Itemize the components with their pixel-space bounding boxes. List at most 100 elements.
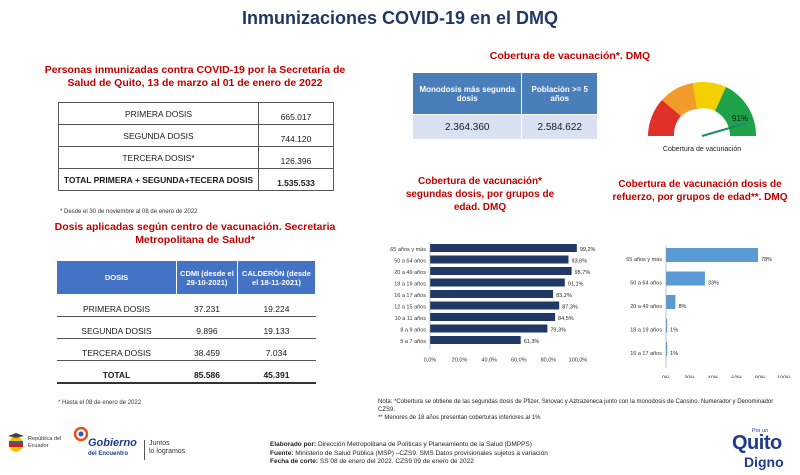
data-label: 84,5%: [558, 316, 574, 322]
category-label: 5 a 7 años: [400, 339, 426, 345]
logo-divider: [144, 440, 145, 460]
table-row: PRIMERA DOSIS 665.017: [58, 102, 334, 125]
data-label: 8%: [678, 304, 686, 310]
quito-small: Por un: [752, 428, 769, 434]
juntos-line2: lo logramos: [149, 448, 186, 455]
footnote-line2: ** Menores de 18 años presentan cobertur…: [378, 415, 541, 421]
data-label: 93,6%: [572, 259, 588, 265]
table-row: SEGUNDA DOSIS 744.120: [58, 124, 334, 147]
table-header: Monodosis más segunda dosis Población >=…: [411, 72, 598, 115]
col-header: Población >= 5 años: [521, 72, 598, 115]
gauge-needle: [701, 122, 747, 137]
row-value: 126.396: [258, 146, 334, 169]
cell: PRIMERA DOSIS: [56, 294, 177, 317]
table-row-total: TOTAL PRIMERA + SEGUNDA+TECERA DOSIS 1.53…: [58, 168, 334, 191]
data-label: 95,7%: [575, 270, 591, 276]
category-label: 18 a 19 años: [394, 282, 426, 288]
coverage-gauge: 91%: [648, 82, 757, 137]
row-value: 1.535.533: [258, 168, 334, 191]
bar: [666, 271, 705, 286]
quito-logo: Por un Quito Digno: [722, 428, 798, 472]
cell: 7.034: [237, 338, 316, 361]
row-label: SEGUNDA DOSIS: [58, 124, 259, 147]
col-header: DOSIS: [56, 260, 177, 295]
category-label: 8 a 9 años: [400, 328, 426, 334]
category-label: 12 a 15 años: [394, 305, 426, 311]
gauge-value: 91%: [732, 114, 748, 123]
left1-note: * Desde el 30 de noviembre al 08 de ener…: [60, 209, 198, 215]
col-header: CDMI (desde el 29-10-2021): [176, 260, 238, 295]
cell: TERCERA DOSIS: [56, 338, 177, 361]
ecuador-text: República del Ecuador: [28, 436, 62, 449]
chart1-title: Cobertura de vacunación* segundas dosis,…: [405, 176, 555, 213]
left2-heading: Dosis aplicadas según centro de vacunaci…: [54, 221, 336, 246]
data-label: 79,3%: [550, 328, 566, 334]
category-label: 18 a 19 años: [630, 328, 662, 334]
row-value: 665.017: [258, 102, 334, 125]
coverage-table: Monodosis más segunda dosis Población >=…: [411, 72, 598, 140]
juntos-line1: Juntos: [149, 440, 170, 447]
data-label: 78%: [761, 257, 772, 263]
data-label: 33%: [708, 281, 719, 287]
bar: [666, 342, 668, 356]
gobierno-sub: del Encuentro: [88, 451, 129, 457]
x-tick-label: 0%: [662, 376, 670, 379]
quito-big: Quito: [732, 432, 782, 454]
category-label: 65 años y más: [626, 257, 662, 263]
cell: TOTAL: [56, 360, 177, 384]
chart-booster: 65 años y más 78% 50 a 64 años 33% 20 a 49 a…: [626, 246, 791, 379]
cell: 19.224: [237, 294, 316, 317]
credit-value: Dirección Metropolitana de Políticas y P…: [318, 441, 532, 448]
footnote: Nota: *Cobertura se obtiene de las segun…: [378, 398, 778, 422]
category-label: 65 años y más: [390, 247, 426, 253]
gauge-segment-yellow: [693, 82, 726, 111]
cell: 9.896: [176, 316, 238, 339]
bar: [666, 248, 758, 262]
left1-heading: Personas inmunizadas contra COVID-19 por…: [44, 64, 346, 89]
quito-sub: Digno: [744, 454, 784, 470]
bar: [666, 295, 676, 309]
table-row: TERCERA DOSIS* 126.396: [58, 146, 334, 169]
chart-second-dose: 65 años y más 99,2% 50 a 64 años 93,6% 20 a …: [390, 242, 596, 364]
x-tick-label: 60%: [731, 376, 742, 379]
category-label: 10 a 11 años: [395, 316, 427, 322]
cell: SEGUNDA DOSIS: [56, 316, 177, 339]
col-header: Monodosis más segunda dosis: [411, 72, 523, 115]
cell: 45.391: [237, 360, 316, 384]
data-label: 61,3%: [524, 339, 540, 345]
row-label: PRIMERA DOSIS: [58, 102, 259, 125]
cell: 19.133: [237, 316, 316, 339]
bar: [430, 290, 554, 298]
x-tick-label: 20%: [684, 376, 695, 379]
x-tick-label: 40%: [708, 376, 719, 379]
data-label: 99,2%: [580, 247, 596, 253]
table-row: SEGUNDA DOSIS 9.896 19.133: [56, 316, 316, 339]
credit-value: Ministerio de Salud Pública (MSP) –CZS9.…: [295, 449, 548, 457]
row-label: TOTAL PRIMERA + SEGUNDA+TECERA DOSIS: [58, 168, 259, 191]
table-row: TERCERA DOSIS 38.459 7.034: [56, 338, 316, 361]
coverage-heading: Cobertura de vacunación*. DMQ: [489, 50, 651, 62]
gauge-segment-red: [648, 100, 681, 136]
data-label: 1%: [670, 351, 678, 357]
bar: [430, 244, 577, 252]
x-tick-label: 60,0%: [511, 358, 527, 364]
gauge-label: Cobertura de vacunación: [662, 146, 742, 153]
gauge-segment-orange: [662, 83, 697, 116]
category-label: 20 a 49 años: [394, 270, 426, 276]
row-label: TERCERA DOSIS*: [58, 146, 259, 169]
category-label: 50 a 64 años: [394, 259, 426, 265]
x-tick-label: 80%: [755, 376, 766, 379]
category-label: 16 a 17 años: [630, 351, 662, 357]
bar: [430, 301, 560, 310]
x-tick-label: 40,0%: [481, 358, 497, 364]
credit-key: Fecha de corte:: [270, 458, 319, 465]
cell: 37.231: [176, 294, 238, 317]
left2-note: * Hasta el 08 de enero de 2022: [58, 400, 142, 406]
category-label: 20 a 49 años: [630, 304, 662, 310]
gobierno-text: Gobierno: [88, 437, 137, 449]
table-row: 2.364.360 2.584.622: [411, 114, 598, 140]
coat-of-arms-icon: [8, 433, 24, 452]
juntos-text: Juntos lo logramos: [149, 440, 185, 456]
col-header: CALDERÓN (desde el 18-11-2021): [236, 260, 317, 295]
credit-value: SS 08 de enero del 2022. CZS9 09 de ener…: [319, 458, 474, 465]
